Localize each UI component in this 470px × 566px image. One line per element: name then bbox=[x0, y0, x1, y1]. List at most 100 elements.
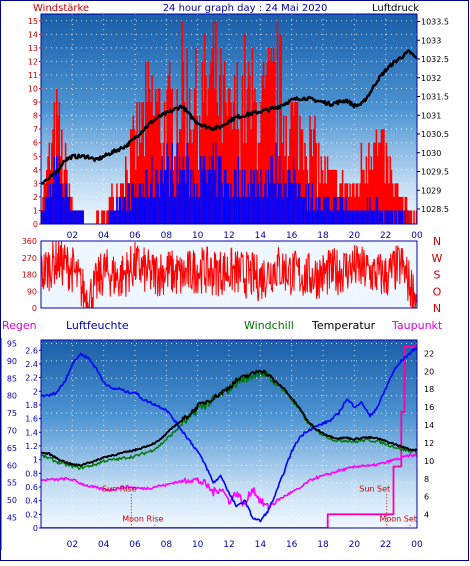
wind-gust-bar bbox=[262, 61, 265, 224]
wind-gust-bar bbox=[329, 169, 331, 224]
humidity-tick-label: 90 bbox=[7, 357, 17, 366]
temperature-tick-label: 12 bbox=[424, 439, 434, 448]
wind-tick-label: 3 bbox=[33, 179, 38, 188]
wind-gust-bar bbox=[383, 129, 385, 224]
wind-gust-bar bbox=[315, 142, 318, 224]
wind-tick-label: 04 bbox=[98, 231, 110, 241]
wind-speed-bar bbox=[46, 196, 48, 224]
wind-speed-bar bbox=[122, 196, 125, 224]
wind-speed-bar bbox=[210, 169, 212, 224]
wind-speed-bar bbox=[400, 210, 403, 224]
wind-speed-bar bbox=[218, 156, 221, 224]
wind-speed-bar bbox=[207, 169, 210, 224]
pressure-tick-label: 1033 bbox=[421, 36, 441, 45]
wind-tick-label: 8 bbox=[33, 112, 38, 121]
pressure-tick-label: 1030 bbox=[421, 149, 441, 158]
wind-speed-bar bbox=[356, 210, 359, 224]
temperature-tick-label: 14 bbox=[255, 540, 267, 550]
legend-temperatur: Temperatur bbox=[311, 319, 376, 332]
wind-speed-bar bbox=[178, 156, 181, 224]
wind-speed-bar bbox=[296, 196, 299, 224]
wind-speed-bar bbox=[289, 169, 291, 224]
wind-tick-label: 6 bbox=[33, 139, 38, 148]
wind-speed-bar bbox=[354, 210, 356, 224]
wind-speed-bar bbox=[213, 169, 216, 224]
wind-gust-bar bbox=[229, 88, 231, 224]
wind-tick-label: 0 bbox=[33, 220, 38, 229]
wind-gust-bar bbox=[225, 102, 227, 224]
wind-gust-bar bbox=[211, 47, 214, 224]
wind-gust-bar bbox=[359, 183, 361, 224]
wind-tick-label: 20 bbox=[349, 231, 361, 241]
wind-speed-bar bbox=[358, 210, 360, 224]
wind-speed-bar bbox=[116, 196, 118, 224]
wind-speed-bar bbox=[153, 196, 156, 224]
wind-speed-bar bbox=[239, 196, 241, 224]
wind-speed-bar bbox=[277, 183, 280, 224]
wind-gust-bar bbox=[188, 88, 191, 224]
wind-gust-bar bbox=[381, 129, 384, 224]
wind-gust-bar bbox=[48, 142, 51, 224]
rain-tick-label: 0.2 bbox=[25, 510, 38, 519]
wind-speed-bar bbox=[121, 210, 123, 224]
wind-speed-bar bbox=[42, 210, 44, 224]
wind-speed-bar bbox=[344, 210, 346, 224]
wind-speed-bar bbox=[124, 196, 127, 224]
rain-tick-label: 0.8 bbox=[25, 469, 38, 478]
rain-tick-label: 1.6 bbox=[25, 415, 38, 424]
wind-gust-bar bbox=[155, 88, 157, 224]
wind-speed-bar bbox=[395, 210, 398, 224]
wind-speed-bar bbox=[215, 142, 217, 224]
wind-speed-bar bbox=[252, 169, 255, 224]
wind-gust-bar bbox=[148, 88, 151, 224]
wind-gust-bar bbox=[356, 183, 359, 224]
wind-speed-bar bbox=[74, 210, 77, 224]
wind-gust-bar bbox=[360, 142, 363, 224]
wind-speed-bar bbox=[292, 156, 295, 224]
wind-speed-bar bbox=[49, 183, 52, 224]
wind-speed-bar bbox=[376, 196, 379, 224]
wind-gust-bar bbox=[215, 20, 217, 224]
rain-tick-label: 2.6 bbox=[25, 346, 38, 355]
wind-gust-bar bbox=[251, 47, 254, 224]
wind-speed-bar bbox=[355, 210, 358, 224]
pressure-axis: 1028.5 1029 1029.5 1030 1030.5 1031 1031.5 1032… bbox=[417, 18, 449, 214]
wind-speed-bar bbox=[331, 210, 334, 224]
wind-gust-bar bbox=[380, 129, 383, 224]
wind-speed-bar bbox=[235, 169, 237, 224]
rain-axis: 0 0.2 0.4 0.6 0.8 1 1.2 1.4 1.6 1.8 2 2.2 2.4 2.6 bbox=[25, 346, 41, 533]
wind-speed-bar bbox=[291, 183, 294, 224]
temperature-tick-label: 04 bbox=[98, 540, 110, 550]
wind-speed-bar bbox=[338, 210, 340, 224]
wind-gust-bar bbox=[390, 169, 393, 224]
wind-speed-bar bbox=[118, 196, 121, 224]
wind-speed-bar bbox=[294, 169, 296, 224]
wind-speed-bar bbox=[282, 169, 285, 224]
wind-speed-bar bbox=[334, 196, 336, 224]
wind-speed-bar bbox=[64, 183, 67, 224]
wind-speed-bar bbox=[223, 169, 226, 224]
temperature-tick-label: 02 bbox=[67, 540, 78, 550]
wind-gust-bar bbox=[240, 115, 242, 224]
wind-speed-bar bbox=[155, 169, 157, 224]
wind-speed-bar bbox=[307, 183, 310, 224]
wind-speed-bar bbox=[131, 183, 133, 224]
wind-speed-bar bbox=[77, 210, 79, 224]
wind-speed-bar bbox=[244, 169, 246, 224]
wind-tick-label: 10 bbox=[192, 231, 204, 241]
direction-compass-label: N bbox=[433, 235, 441, 248]
wind-speed-bar bbox=[330, 210, 333, 224]
legend-regen: Regen bbox=[2, 319, 37, 332]
wind-speed-bar bbox=[227, 183, 230, 224]
wind-speed-bar bbox=[401, 210, 404, 224]
wind-speed-bar bbox=[264, 183, 266, 224]
wind-speed-bar bbox=[302, 196, 305, 224]
rain-tick-label: 2 bbox=[33, 387, 38, 396]
wind-gust-bar bbox=[385, 142, 388, 224]
direction-compass-label: W bbox=[432, 252, 443, 265]
temperature-humidity-lines bbox=[41, 345, 417, 528]
wind-gust-bar bbox=[364, 183, 366, 224]
wind-gust-bar bbox=[234, 74, 236, 224]
